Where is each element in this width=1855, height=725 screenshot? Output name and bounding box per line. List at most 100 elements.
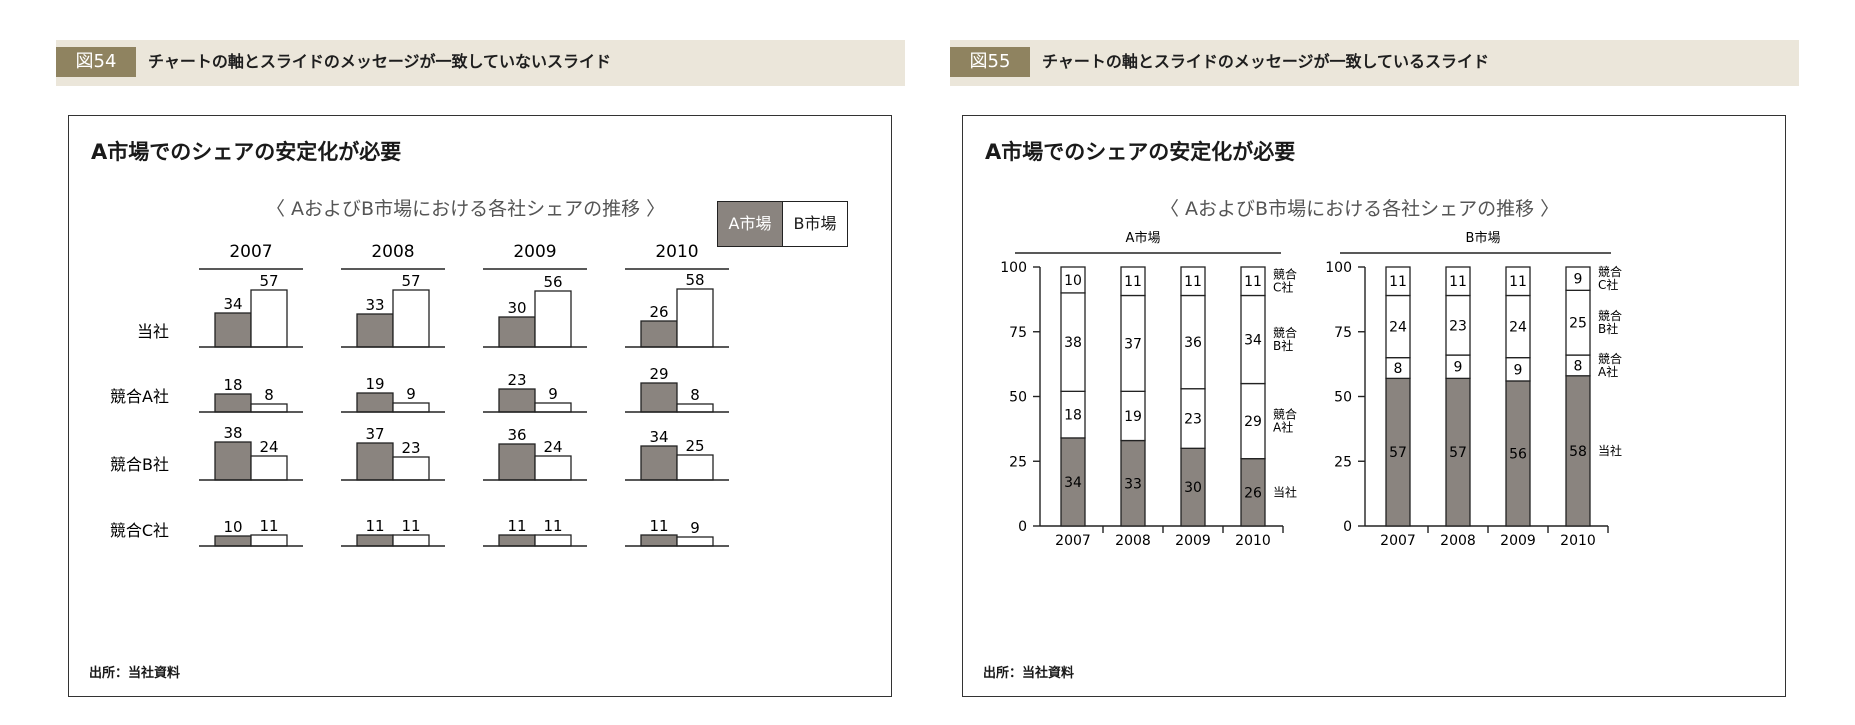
bar-market-a: [356, 392, 394, 413]
bar-market-b: [534, 534, 572, 547]
stack-segment-competitor: [1180, 266, 1206, 297]
series-label: 競合: [1273, 407, 1297, 422]
company-label: 競合B社: [110, 455, 169, 474]
bar-market-b: [250, 534, 288, 547]
bar-market-b: [534, 290, 572, 348]
data-label: 11: [507, 517, 526, 535]
series-label: 競合: [1598, 264, 1622, 279]
bar-market-b: [250, 289, 288, 348]
stack-segment-competitor: [1180, 388, 1206, 449]
bar-market-a: [498, 316, 536, 348]
bar-market-a: [498, 534, 536, 547]
bar-market-a: [214, 312, 252, 348]
series-label: 競合: [1273, 325, 1297, 340]
bar-market-b: [676, 288, 714, 348]
data-label: 34: [223, 295, 242, 313]
segment-label: 30: [1184, 480, 1202, 496]
slide-title: A市場でのシェアの安定化が必要: [91, 140, 402, 164]
stack-segment-competitor: [1445, 266, 1471, 297]
segment-label: 9: [1574, 272, 1583, 288]
data-label: 8: [690, 386, 700, 404]
figure-title: チャートの軸とスライドのメッセージが一致しているスライド: [1042, 52, 1490, 71]
bar-market-b: [392, 456, 430, 481]
x-tick-label: 2008: [1115, 533, 1151, 549]
y-tick-label: 100: [1000, 260, 1027, 276]
x-tick-label: 2010: [1560, 533, 1596, 549]
bar-market-a: [640, 382, 678, 413]
series-label: C社: [1273, 280, 1293, 295]
bar-market-a: [498, 388, 536, 413]
data-label: 26: [649, 303, 668, 321]
stack-segment-competitor: [1445, 294, 1471, 356]
segment-label: 57: [1449, 445, 1467, 461]
segment-label: 29: [1244, 414, 1262, 430]
bar-market-b: [534, 455, 572, 481]
market-title: B市場: [1466, 230, 1501, 246]
y-tick-label: 75: [1334, 325, 1352, 341]
segment-label: 24: [1509, 320, 1527, 336]
bar-market-b: [392, 534, 430, 547]
y-tick-label: 100: [1325, 260, 1352, 276]
segment-label: 33: [1124, 476, 1142, 492]
data-label: 33: [365, 296, 384, 314]
segment-label: 58: [1569, 444, 1587, 460]
x-tick-label: 2007: [1055, 533, 1091, 549]
x-tick-label: 2007: [1380, 533, 1416, 549]
bar-market-a: [640, 320, 678, 348]
segment-label: 11: [1389, 274, 1407, 290]
data-label: 25: [685, 437, 704, 455]
stack-segment-competitor: [1505, 266, 1531, 297]
stack-segment-own: [1120, 439, 1146, 527]
data-label: 34: [649, 428, 668, 446]
segment-label: 38: [1064, 335, 1082, 351]
bar-market-b: [676, 536, 714, 547]
segment-label: 8: [1394, 361, 1403, 377]
stack-segment-own: [1060, 437, 1086, 527]
source-note: 出所：当社資料: [983, 666, 1075, 681]
segment-label: 25: [1569, 316, 1587, 332]
segment-label: 34: [1244, 333, 1262, 349]
data-label: 10: [223, 518, 242, 536]
chart-legend: A市場 B市場: [717, 201, 848, 247]
bar-market-a: [214, 393, 252, 413]
data-label: 19: [365, 375, 384, 393]
slide-title: A市場でのシェアの安定化が必要: [985, 140, 1296, 164]
source-note: 出所：当社資料: [89, 666, 181, 681]
data-label: 24: [543, 438, 562, 456]
data-label: 11: [543, 517, 562, 535]
figure-header: 図54 チャートの軸とスライドのメッセージが一致していないスライド: [56, 40, 905, 86]
x-tick-label: 2009: [1500, 533, 1536, 549]
y-tick-label: 0: [1018, 519, 1027, 535]
data-label: 8: [264, 386, 274, 404]
stack-segment-competitor: [1120, 390, 1146, 442]
data-label: 11: [365, 517, 384, 535]
data-label: 58: [685, 271, 704, 289]
series-label: A社: [1598, 364, 1618, 379]
stack-segment-own: [1385, 377, 1411, 527]
segment-label: 34: [1064, 475, 1082, 491]
stack-segment-competitor: [1060, 266, 1086, 294]
stack-segment-competitor: [1240, 382, 1266, 460]
series-label: 競合: [1273, 267, 1297, 282]
bar-market-a: [214, 535, 252, 547]
bar-market-b: [392, 402, 430, 413]
year-label: 2009: [513, 242, 556, 262]
segment-label: 9: [1454, 360, 1463, 376]
bar-market-a: [640, 445, 678, 481]
y-tick-label: 50: [1334, 390, 1352, 406]
bar-market-a: [214, 441, 252, 481]
segment-label: 10: [1064, 273, 1082, 289]
stack-segment-own: [1565, 375, 1591, 527]
y-tick-label: 75: [1009, 325, 1027, 341]
legend-item-market-b: B市場: [783, 202, 847, 246]
bar-market-a: [356, 442, 394, 481]
segment-label: 11: [1509, 274, 1527, 290]
segment-label: 23: [1184, 412, 1202, 428]
year-label: 2008: [371, 242, 414, 262]
series-label: B社: [1598, 321, 1618, 336]
bar-market-a: [498, 443, 536, 481]
x-tick-label: 2010: [1235, 533, 1271, 549]
y-tick-label: 50: [1009, 390, 1027, 406]
slide-card: A市場でのシェアの安定化が必要 〈 AおよびB市場における各社シェアの推移 〉 …: [68, 115, 892, 697]
bar-market-b: [250, 455, 288, 481]
